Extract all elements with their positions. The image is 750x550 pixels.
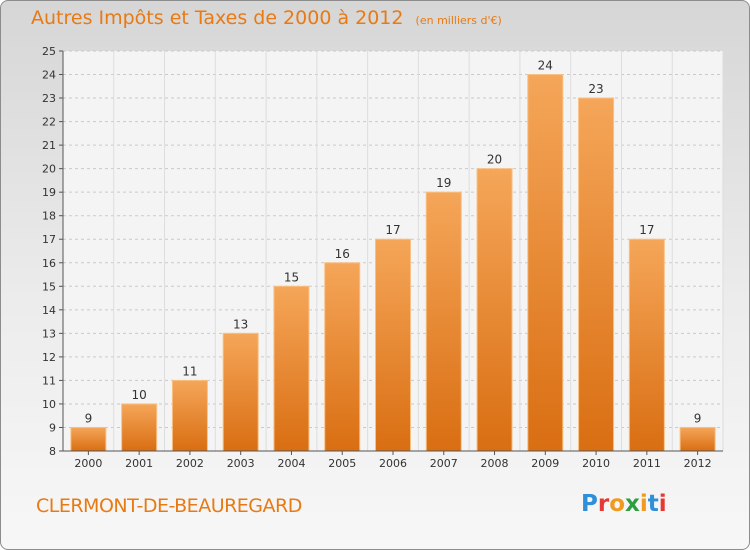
y-tick-label: 20 [42, 163, 56, 176]
bar [375, 238, 411, 452]
logo-letter: x [625, 491, 640, 517]
x-tick-label: 2003 [227, 457, 255, 470]
y-tick-label: 16 [42, 257, 56, 270]
y-tick-label: 12 [42, 351, 56, 364]
y-tick-label: 17 [42, 233, 56, 246]
commune-name: CLERMONT-DE-BEAUREGARD [36, 495, 302, 517]
bar-value-label: 15 [284, 270, 299, 284]
bar [273, 285, 310, 452]
chart-title-text: Autres Impôts et Taxes de 2000 à 2012 [31, 7, 404, 29]
y-tick-label: 14 [42, 304, 56, 317]
x-tick-label: 2006 [379, 457, 407, 470]
x-tick-label: 2000 [74, 457, 102, 470]
logo-letter: r [597, 491, 610, 517]
bar-value-label: 17 [639, 223, 654, 237]
bar [70, 426, 107, 452]
bar-value-label: 20 [487, 153, 502, 167]
y-tick-label: 11 [42, 374, 56, 387]
x-tick-label: 2007 [430, 457, 458, 470]
chart-subtitle: (en milliers d'€) [415, 14, 502, 27]
bar-value-label: 24 [538, 59, 553, 73]
y-tick-label: 25 [42, 45, 56, 58]
bar-value-label: 17 [385, 223, 400, 237]
x-tick-label: 2011 [633, 457, 661, 470]
y-tick-label: 24 [42, 69, 56, 82]
x-tick-label: 2008 [481, 457, 509, 470]
x-tick-label: 2009 [531, 457, 559, 470]
y-tick-label: 18 [42, 210, 56, 223]
bar-value-label: 16 [335, 247, 350, 261]
x-tick-label: 2001 [125, 457, 153, 470]
y-tick-label: 23 [42, 92, 56, 105]
bar-value-label: 10 [132, 388, 147, 402]
logo-letter: i [639, 491, 648, 517]
logo-letter: t [647, 491, 659, 517]
y-tick-label: 10 [42, 398, 56, 411]
bar-value-label: 23 [588, 82, 603, 96]
bar-value-label: 9 [85, 411, 93, 425]
bar [578, 97, 615, 452]
bar [527, 74, 564, 452]
logo-letter: o [609, 491, 626, 517]
bar [324, 262, 361, 452]
x-tick-label: 2012 [684, 457, 712, 470]
x-tick-label: 2010 [582, 457, 610, 470]
y-tick-label: 22 [42, 116, 56, 129]
y-tick-label: 15 [42, 280, 56, 293]
bar [476, 168, 513, 452]
x-tick-label: 2002 [176, 457, 204, 470]
bar [222, 332, 259, 452]
chart-title: Autres Impôts et Taxes de 2000 à 2012 (e… [31, 7, 502, 29]
logo-letter: i [658, 491, 667, 517]
proxiti-logo: Proxiti [581, 491, 667, 517]
x-tick-label: 2005 [328, 457, 356, 470]
y-tick-label: 21 [42, 139, 56, 152]
bar-value-label: 11 [182, 364, 197, 378]
bar [121, 403, 158, 452]
y-tick-label: 9 [49, 421, 56, 434]
y-tick-label: 13 [42, 327, 56, 340]
bar-value-label: 9 [694, 411, 702, 425]
logo-letter: P [581, 491, 598, 517]
y-tick-label: 8 [49, 445, 56, 458]
bar [679, 426, 716, 452]
bar-value-label: 19 [436, 176, 451, 190]
y-tick-label: 19 [42, 186, 56, 199]
bar [628, 238, 665, 452]
bar [425, 191, 462, 452]
bar-value-label: 13 [233, 317, 248, 331]
bar [171, 379, 208, 452]
x-tick-label: 2004 [277, 457, 305, 470]
